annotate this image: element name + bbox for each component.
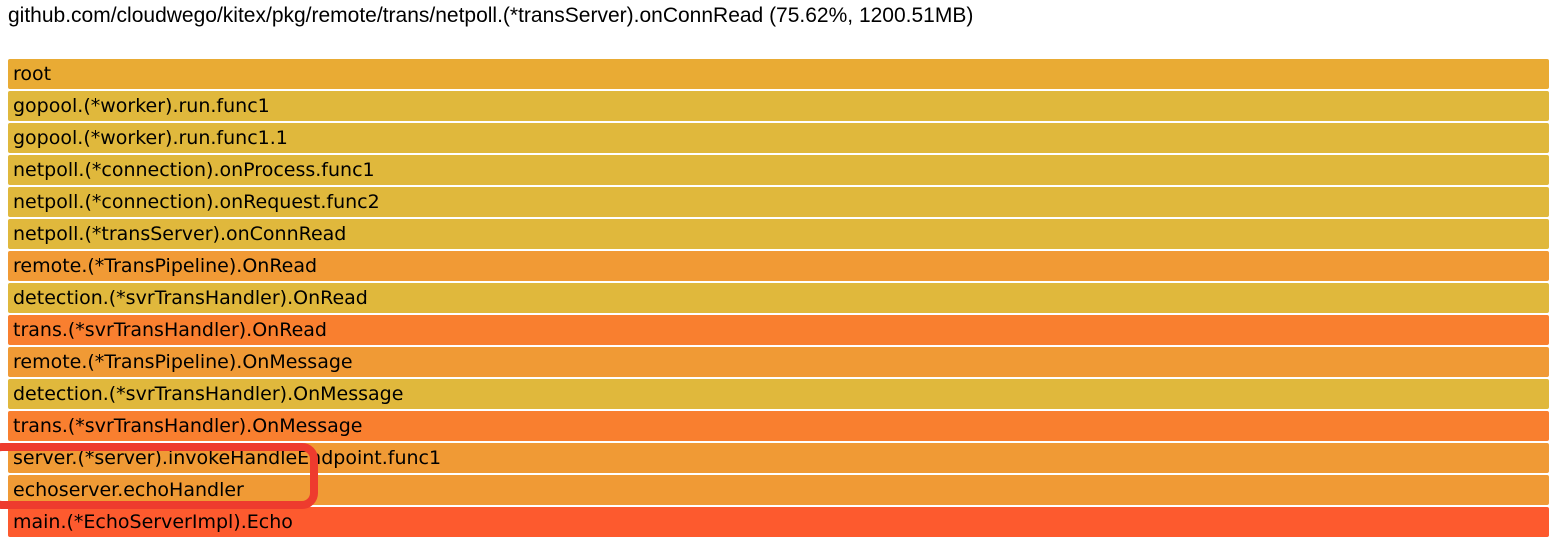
flame-frame-remote-onread[interactable]: remote.(*TransPipeline).OnRead xyxy=(8,251,1549,281)
flame-frame-gopool-run-func1[interactable]: gopool.(*worker).run.func1 xyxy=(8,91,1549,121)
page-title: github.com/cloudwego/kitex/pkg/remote/tr… xyxy=(8,4,974,27)
flame-frame-netpoll-onrequest[interactable]: netpoll.(*connection).onRequest.func2 xyxy=(8,187,1549,217)
flame-frame-netpoll-onconnread[interactable]: netpoll.(*transServer).onConnRead xyxy=(8,219,1549,249)
flame-frame-invoke-handle-endpoint[interactable]: server.(*server).invokeHandleEndpoint.fu… xyxy=(8,443,1549,473)
flame-frame-trans-onmessage[interactable]: trans.(*svrTransHandler).OnMessage xyxy=(8,411,1549,441)
flame-frame-trans-onread[interactable]: trans.(*svrTransHandler).OnRead xyxy=(8,315,1549,345)
flame-frame-detection-onmessage[interactable]: detection.(*svrTransHandler).OnMessage xyxy=(8,379,1549,409)
flame-frame-detection-onread[interactable]: detection.(*svrTransHandler).OnRead xyxy=(8,283,1549,313)
flame-frame-netpoll-onprocess[interactable]: netpoll.(*connection).onProcess.func1 xyxy=(8,155,1549,185)
flame-frame-main-echoserverimpl-echo[interactable]: main.(*EchoServerImpl).Echo xyxy=(8,507,1549,537)
flame-frame-gopool-run-func1-1[interactable]: gopool.(*worker).run.func1.1 xyxy=(8,123,1549,153)
flame-frame-root[interactable]: root xyxy=(8,59,1549,89)
flamegraph: root gopool.(*worker).run.func1 gopool.(… xyxy=(8,59,1549,539)
flame-frame-remote-onmessage[interactable]: remote.(*TransPipeline).OnMessage xyxy=(8,347,1549,377)
flame-frame-echoserver-echohandler[interactable]: echoserver.echoHandler xyxy=(8,475,1549,505)
